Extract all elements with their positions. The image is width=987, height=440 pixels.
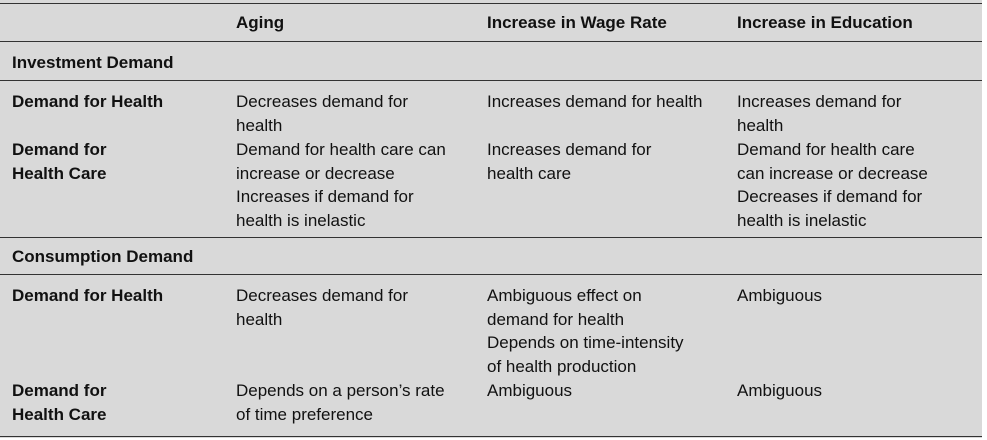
cell-consumption-health-education: Ambiguous bbox=[737, 286, 823, 305]
section-divider-rule bbox=[0, 237, 982, 238]
cell-investment-health-aging: Decreases demand for health bbox=[236, 92, 408, 135]
header-rule bbox=[0, 41, 982, 42]
cell-investment-healthcare-wage: Increases demand for health care bbox=[487, 140, 652, 183]
section-rule-investment bbox=[0, 80, 982, 81]
section-rule-consumption bbox=[0, 274, 982, 275]
column-header-wage-rate: Increase in Wage Rate bbox=[487, 13, 667, 32]
column-header-aging: Aging bbox=[236, 13, 285, 32]
row-label-demand-for-health-care: Demand for Health Care bbox=[12, 140, 107, 183]
section-title-investment: Investment Demand bbox=[12, 53, 174, 72]
row-label-demand-for-health-care: Demand for Health Care bbox=[12, 381, 107, 424]
cell-consumption-healthcare-aging: Depends on a person’s rate of time prefe… bbox=[236, 381, 445, 424]
cell-investment-health-wage: Increases demand for health bbox=[487, 92, 703, 111]
cell-consumption-healthcare-wage: Ambiguous bbox=[487, 381, 573, 400]
cell-consumption-healthcare-education: Ambiguous bbox=[737, 381, 823, 400]
cell-investment-healthcare-aging: Demand for health care can increase or d… bbox=[236, 140, 446, 230]
cell-investment-health-education: Increases demand for health bbox=[737, 92, 902, 135]
cell-consumption-health-aging: Decreases demand for health bbox=[236, 286, 408, 329]
row-label-demand-for-health: Demand for Health bbox=[12, 92, 164, 111]
table-bottom-rule bbox=[0, 436, 982, 437]
section-title-consumption: Consumption Demand bbox=[12, 247, 194, 266]
table-top-rule bbox=[0, 3, 982, 4]
column-header-education: Increase in Education bbox=[737, 13, 913, 32]
cell-consumption-health-wage: Ambiguous effect on demand for health De… bbox=[487, 286, 684, 376]
cell-investment-healthcare-education: Demand for health care can increase or d… bbox=[737, 140, 928, 230]
row-label-demand-for-health: Demand for Health bbox=[12, 286, 164, 305]
